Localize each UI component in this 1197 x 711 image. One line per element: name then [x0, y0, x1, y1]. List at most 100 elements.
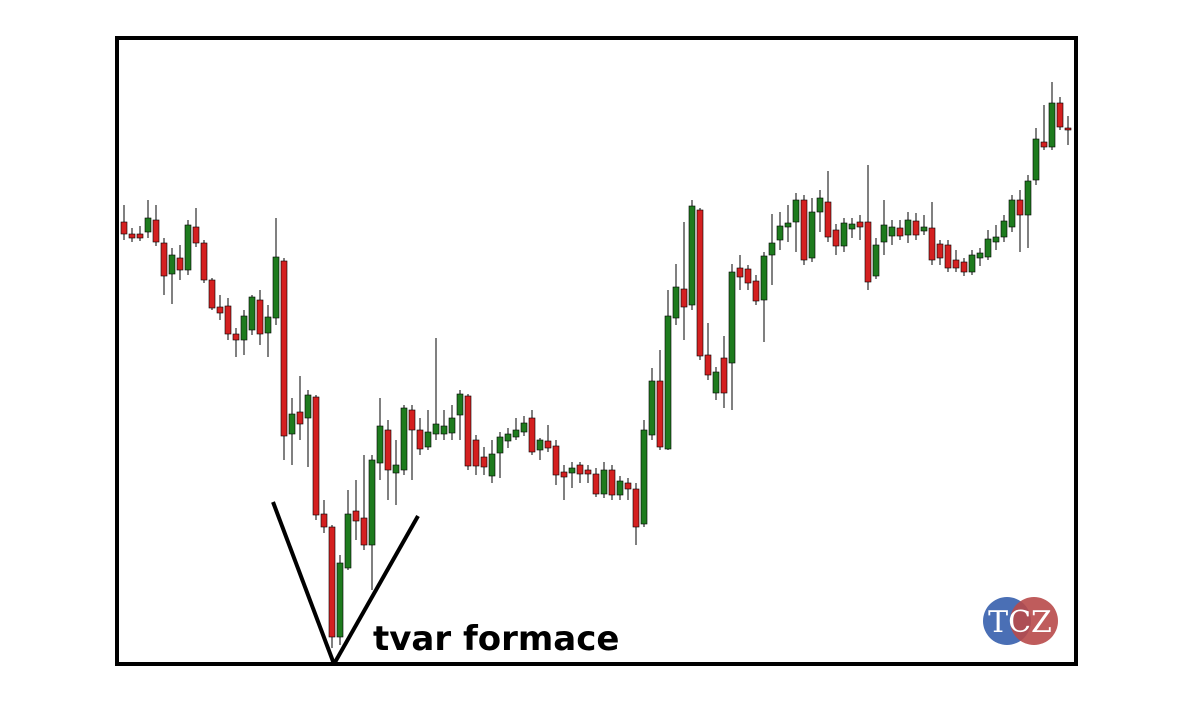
candle-body [456, 393, 464, 416]
candle-body [536, 439, 544, 451]
annotation: tvar formace [373, 619, 619, 659]
v-line [332, 515, 420, 665]
candle-body [600, 469, 608, 495]
candle-body [912, 220, 920, 236]
logo-text: TCZ [988, 605, 1052, 640]
candle-body [488, 453, 496, 477]
candle-body [992, 236, 1000, 243]
candle-body [864, 221, 872, 283]
logo-circle [1010, 597, 1058, 645]
candle-body [1024, 180, 1032, 216]
candle-body [400, 407, 408, 471]
candle-body [384, 429, 392, 471]
candle-body [736, 267, 744, 278]
candle-body [1000, 220, 1008, 238]
candle-body [728, 271, 736, 364]
candle-body [976, 252, 984, 259]
candle-body [128, 233, 136, 239]
candles [120, 82, 1072, 648]
v-line [271, 501, 336, 665]
candle-body [656, 380, 664, 448]
candle-body [152, 219, 160, 243]
candle-body [880, 224, 888, 243]
candle-body [464, 395, 472, 467]
candle-body [872, 244, 880, 277]
candle-body [1056, 102, 1064, 128]
candle-body [272, 256, 280, 319]
candle-body [584, 469, 592, 475]
candle-body [560, 471, 568, 478]
candle-body [816, 197, 824, 213]
candle-body [168, 254, 176, 275]
candle-body [280, 260, 288, 437]
candle-body [848, 223, 856, 230]
candle-body [552, 445, 560, 476]
candle-body [920, 226, 928, 232]
candle-body [224, 305, 232, 335]
candle-body [760, 255, 768, 301]
candle-body [376, 425, 384, 464]
candle-body [928, 227, 936, 261]
candle-body [136, 233, 144, 239]
candle-body [440, 425, 448, 435]
candle-body [160, 242, 168, 277]
candle-body [208, 279, 216, 309]
candle-body [800, 199, 808, 261]
candle-body [248, 296, 256, 331]
candle-body [176, 257, 184, 271]
candle-body [1016, 199, 1024, 216]
candle-body [840, 222, 848, 247]
candle-body [768, 242, 776, 256]
candle-body [240, 315, 248, 341]
candle-body [1008, 199, 1016, 228]
candle-body [144, 217, 152, 233]
candle-body [408, 409, 416, 431]
candle-body [448, 417, 456, 434]
candle-body [712, 371, 720, 394]
candle-body [960, 261, 968, 273]
candle-body [320, 513, 328, 528]
candle-body [296, 411, 304, 425]
candle-body [704, 354, 712, 376]
candle-body [952, 259, 960, 269]
candle-body [480, 456, 488, 468]
candle-body [328, 526, 336, 638]
candle-body [968, 254, 976, 273]
candle-body [184, 224, 192, 271]
candle-body [304, 394, 312, 419]
candle-body [424, 431, 432, 448]
candle-body [944, 244, 952, 269]
candle-body [680, 288, 688, 308]
candle-body [432, 423, 440, 435]
candle-body [888, 226, 896, 237]
candle-body [616, 480, 624, 496]
candle-body [824, 201, 832, 238]
candle-body [544, 440, 552, 449]
candle-body [512, 429, 520, 438]
candle-body [312, 396, 320, 516]
candle-body [808, 211, 816, 259]
candle-body [256, 299, 264, 335]
candle-body [832, 229, 840, 247]
logo: TCZ [983, 597, 1058, 645]
candle-body [392, 464, 400, 474]
candle-body [416, 429, 424, 450]
candle-body [192, 226, 200, 244]
candle-body [568, 467, 576, 474]
candle-body [120, 221, 128, 235]
candle-body [1064, 127, 1072, 131]
candle-body [200, 242, 208, 281]
candle-body [288, 413, 296, 435]
candle-body [744, 268, 752, 284]
candle-body [936, 243, 944, 259]
candle-body [232, 333, 240, 341]
candle-body [688, 205, 696, 306]
candle-body [672, 286, 680, 319]
candle-body [592, 473, 600, 495]
candle-body [752, 280, 760, 302]
chart-frame [115, 36, 1078, 666]
candle-body [776, 225, 784, 241]
candle-body [720, 357, 728, 394]
candle-body [504, 433, 512, 442]
